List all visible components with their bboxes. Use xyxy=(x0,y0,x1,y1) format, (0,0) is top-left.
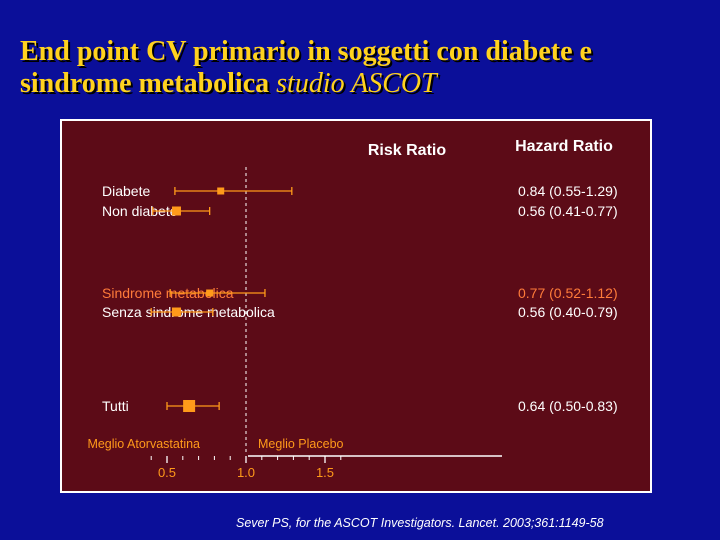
hazard-ratio-value-0: 0.84 (0.55-1.29) xyxy=(518,183,618,199)
x-tick-label-1: 1.0 xyxy=(237,465,255,480)
point-estimate-1 xyxy=(171,206,181,216)
hazard-ratio-value-1: 0.56 (0.41-0.77) xyxy=(518,203,618,219)
forest-plot: Risk Ratio Hazard Ratio Diabete 0.84 (0.55-… xyxy=(87,138,618,480)
direction-label-right: Meglio Placebo xyxy=(258,437,344,451)
header-hazard-ratio: Hazard Ratio xyxy=(515,138,613,155)
title-line-2-main: sindrome metabolica xyxy=(20,68,270,99)
slide-title: End point CV primario in soggetti con di… xyxy=(20,36,710,100)
header-risk-ratio: Risk Ratio xyxy=(368,142,446,159)
row-label-0: Diabete xyxy=(102,183,150,199)
row-label-2: Sindrome metabolica xyxy=(102,285,234,301)
point-estimate-0 xyxy=(217,187,225,195)
title-study-name: studio ASCOT xyxy=(276,68,437,99)
point-estimate-4 xyxy=(183,400,196,412)
point-estimate-2 xyxy=(206,289,214,297)
row-label-4: Tutti xyxy=(102,398,129,414)
x-tick-label-0: 0.5 xyxy=(158,465,176,480)
title-line-1: End point CV primario in soggetti con di… xyxy=(20,36,592,67)
title-line-2: sindrome metabolica studio ASCOT xyxy=(20,68,710,100)
row-label-1: Non diabete xyxy=(102,203,178,219)
point-estimate-3 xyxy=(171,307,181,317)
hazard-ratio-value-3: 0.56 (0.40-0.79) xyxy=(518,304,618,320)
hazard-ratio-value-4: 0.64 (0.50-0.83) xyxy=(518,398,618,414)
chart-panel: Risk Ratio Hazard Ratio Diabete 0.84 (0.55-… xyxy=(60,119,652,493)
citation: Sever PS, for the ASCOT Investigators. L… xyxy=(236,516,604,530)
x-tick-label-2: 1.5 xyxy=(316,465,334,480)
hazard-ratio-value-2: 0.77 (0.52-1.12) xyxy=(518,285,618,301)
direction-label-left: Meglio Atorvastatina xyxy=(87,437,200,451)
